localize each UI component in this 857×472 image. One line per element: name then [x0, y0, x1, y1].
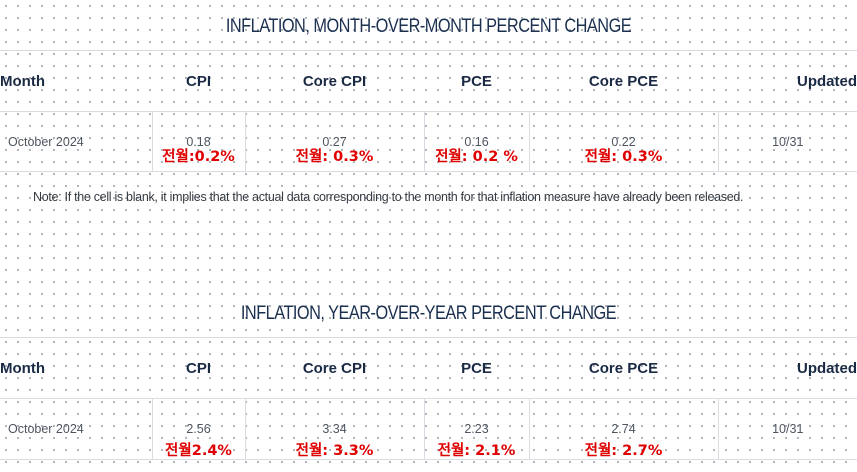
- mom-table: Month CPI Core CPI PCE Core PCE Updated …: [0, 50, 857, 172]
- mom-updated-value: 10/31: [772, 135, 804, 149]
- yoy-section-title: INFLATION, YEAR-OVER-YEAR PERCENT CHANGE: [240, 303, 617, 324]
- mom-cell-updated: 10/31: [717, 111, 857, 172]
- mom-pce-prev-annotation: 전월: 0.2 %: [435, 149, 518, 165]
- mom-cell-core-cpi: 0.27 전월: 0.3%: [244, 111, 424, 172]
- blank-cell-note: Note: If the cell is blank, it implies t…: [33, 190, 744, 204]
- mom-header-updated[interactable]: Updated: [718, 50, 857, 112]
- yoy-header-core-pce[interactable]: Core PCE: [529, 337, 718, 399]
- yoy-cpi-prev-annotation: 전월2.4%: [165, 443, 232, 459]
- mom-header-row: Month CPI Core CPI PCE Core PCE Updated: [0, 50, 857, 112]
- mom-cell-core-pce: 0.22 전월: 0.3%: [528, 111, 718, 172]
- mom-header-pce[interactable]: PCE: [424, 50, 529, 112]
- mom-cell-cpi: 0.18 전월:0.2%: [151, 111, 245, 172]
- yoy-cell-month: October 2024: [0, 398, 152, 460]
- mom-header-month[interactable]: Month: [0, 50, 152, 112]
- yoy-header-core-cpi[interactable]: Core CPI: [245, 337, 424, 399]
- mom-core-cpi-value: 0.27: [322, 135, 347, 149]
- table-row: October 2024 0.18 전월:0.2% 0.27 전월: 0.3% …: [0, 111, 857, 172]
- yoy-cell-updated: 10/31: [717, 398, 857, 460]
- mom-pce-value: 0.16: [464, 135, 489, 149]
- mom-month-value: October 2024: [8, 135, 84, 149]
- yoy-cell-core-pce: 2.74 전월: 2.7%: [528, 398, 718, 460]
- mom-section-title: INFLATION, MONTH-OVER-MONTH PERCENT CHAN…: [225, 16, 632, 37]
- yoy-month-value: October 2024: [8, 422, 84, 436]
- mom-core-cpi-prev-annotation: 전월: 0.3%: [295, 149, 374, 165]
- mom-cell-month: October 2024: [0, 111, 152, 172]
- mom-core-pce-prev-annotation: 전월: 0.3%: [584, 149, 663, 165]
- mom-cpi-value: 0.18: [186, 135, 211, 149]
- yoy-cell-core-cpi: 3.34 전월: 3.3%: [244, 398, 424, 460]
- mom-header-cpi[interactable]: CPI: [152, 50, 245, 112]
- yoy-cell-cpi: 2.56 전월2.4%: [151, 398, 245, 460]
- yoy-pce-prev-annotation: 전월: 2.1%: [437, 443, 516, 459]
- yoy-cpi-value: 2.56: [186, 422, 211, 436]
- table-row: October 2024 2.56 전월2.4% 3.34 전월: 3.3% 2…: [0, 398, 857, 460]
- yoy-updated-value: 10/31: [772, 422, 804, 436]
- yoy-core-cpi-prev-annotation: 전월: 3.3%: [295, 443, 374, 459]
- yoy-header-row: Month CPI Core CPI PCE Core PCE Updated: [0, 337, 857, 399]
- yoy-core-pce-prev-annotation: 전월: 2.7%: [584, 443, 663, 459]
- yoy-header-updated[interactable]: Updated: [718, 337, 857, 399]
- yoy-core-pce-value: 2.74: [611, 422, 636, 436]
- mom-core-pce-value: 0.22: [611, 135, 636, 149]
- yoy-header-pce[interactable]: PCE: [424, 337, 529, 399]
- yoy-table: Month CPI Core CPI PCE Core PCE Updated …: [0, 337, 857, 460]
- yoy-pce-value: 2.23: [464, 422, 489, 436]
- mom-header-core-pce[interactable]: Core PCE: [529, 50, 718, 112]
- mom-cpi-prev-annotation: 전월:0.2%: [162, 149, 235, 165]
- mom-cell-pce: 0.16 전월: 0.2 %: [423, 111, 529, 172]
- mom-header-core-cpi[interactable]: Core CPI: [245, 50, 424, 112]
- yoy-header-month[interactable]: Month: [0, 337, 152, 399]
- yoy-header-cpi[interactable]: CPI: [152, 337, 245, 399]
- yoy-core-cpi-value: 3.34: [322, 422, 347, 436]
- yoy-cell-pce: 2.23 전월: 2.1%: [423, 398, 529, 460]
